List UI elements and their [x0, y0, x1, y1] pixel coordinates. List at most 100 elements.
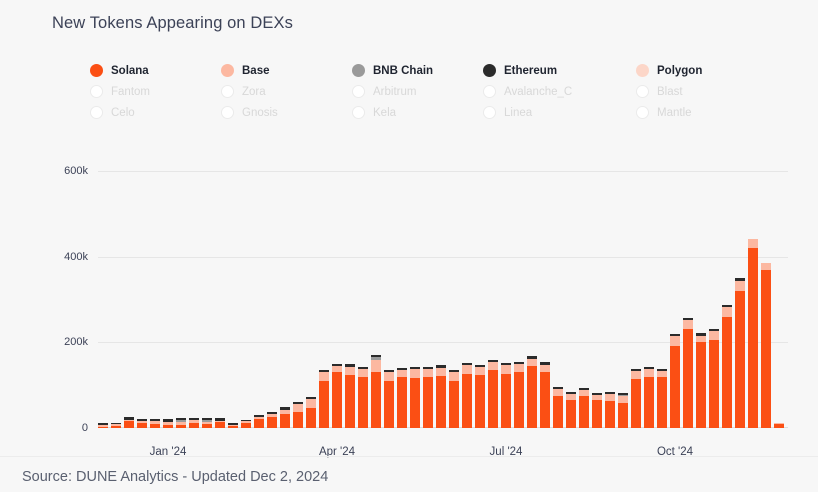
bar-segment [358, 367, 368, 370]
bar-column[interactable] [514, 361, 524, 428]
bar-column[interactable] [410, 367, 420, 428]
bar-column[interactable] [761, 262, 771, 428]
bar-column[interactable] [306, 396, 316, 428]
bar-segment [176, 418, 186, 421]
bar-column[interactable] [98, 423, 108, 428]
legend-item-solana[interactable]: Solana [90, 64, 221, 77]
bar-segment [462, 374, 472, 428]
bar-column[interactable] [267, 412, 277, 428]
bar-column[interactable] [683, 317, 693, 428]
bar-column[interactable] [709, 329, 719, 428]
bar-column[interactable] [241, 419, 251, 428]
bar-column[interactable] [592, 392, 602, 428]
bar-column[interactable] [150, 418, 160, 428]
bar-column[interactable] [475, 365, 485, 428]
bar-segment [566, 392, 576, 395]
y-axis-tick-label: 200k [64, 336, 88, 349]
bar-column[interactable] [644, 367, 654, 428]
bar-segment [566, 394, 576, 400]
bar-segment [280, 409, 290, 414]
bar-column[interactable] [566, 392, 576, 428]
bar-column[interactable] [319, 369, 329, 428]
footer-divider [0, 456, 818, 457]
gridline [98, 256, 788, 258]
legend-item-arbitrum[interactable]: Arbitrum [352, 85, 483, 98]
bar-column[interactable] [163, 419, 173, 428]
bar-segment [657, 377, 667, 428]
bar-column[interactable] [553, 386, 563, 428]
bar-segment [462, 365, 472, 375]
bar-column[interactable] [124, 417, 134, 428]
bar-segment [137, 419, 147, 422]
legend-item-mantle[interactable]: Mantle [636, 106, 786, 119]
legend-item-fantom[interactable]: Fantom [90, 85, 221, 98]
bar-column[interactable] [215, 418, 225, 428]
bar-segment [150, 418, 160, 421]
bar-column[interactable] [657, 369, 667, 428]
bar-column[interactable] [332, 363, 342, 428]
bar-segment [696, 342, 706, 428]
legend-item-gnosis[interactable]: Gnosis [221, 106, 352, 119]
bar-segment [293, 411, 303, 428]
y-axis-tick-label: 0 [81, 422, 88, 434]
bar-column[interactable] [228, 423, 238, 428]
legend-item-linea[interactable]: Linea [483, 106, 636, 119]
bar-column[interactable] [176, 418, 186, 428]
legend-item-label: Solana [111, 64, 149, 77]
bar-column[interactable] [618, 393, 628, 428]
bar-column[interactable] [462, 362, 472, 428]
bar-column[interactable] [371, 355, 381, 428]
bar-column[interactable] [722, 304, 732, 428]
bar-column[interactable] [501, 362, 511, 428]
bar-column[interactable] [358, 367, 368, 428]
bar-column[interactable] [631, 368, 641, 428]
bar-segment [709, 331, 719, 340]
bar-column[interactable] [579, 388, 589, 428]
bar-column[interactable] [540, 362, 550, 428]
bar-column[interactable] [436, 365, 446, 428]
bar-segment [358, 377, 368, 428]
bar-segment [111, 425, 121, 428]
legend-item-celo[interactable]: Celo [90, 106, 221, 119]
bar-segment [436, 367, 446, 377]
bar-column[interactable] [696, 333, 706, 428]
legend-item-ethereum[interactable]: Ethereum [483, 64, 636, 77]
bar-column[interactable] [254, 415, 264, 428]
legend-item-kela[interactable]: Kela [352, 106, 483, 119]
legend-item-zora[interactable]: Zora [221, 85, 352, 98]
legend-swatch-icon [352, 106, 365, 119]
bar-column[interactable] [189, 418, 199, 428]
bar-segment [631, 371, 641, 379]
legend-item-avalanche-c[interactable]: Avalanche_C [483, 85, 636, 98]
bar-column[interactable] [397, 368, 407, 428]
bar-column[interactable] [449, 369, 459, 428]
bar-segment [644, 367, 654, 370]
bar-column[interactable] [293, 402, 303, 428]
bar-segment [449, 371, 459, 382]
bar-segment [163, 422, 173, 426]
bar-column[interactable] [280, 407, 290, 428]
legend-item-base[interactable]: Base [221, 64, 352, 77]
legend-swatch-icon [483, 106, 496, 119]
legend-item-label: BNB Chain [373, 64, 434, 77]
bar-column[interactable] [605, 392, 615, 428]
bar-column[interactable] [384, 370, 394, 428]
legend-item-bnb-chain[interactable]: BNB Chain [352, 64, 483, 77]
bar-segment [215, 418, 225, 421]
legend-item-label: Arbitrum [373, 85, 417, 98]
legend-item-blast[interactable]: Blast [636, 85, 786, 98]
bar-column[interactable] [774, 422, 784, 428]
bar-column[interactable] [202, 417, 212, 428]
bar-column[interactable] [735, 278, 745, 428]
bar-column[interactable] [423, 366, 433, 428]
bar-column[interactable] [111, 422, 121, 428]
bar-column[interactable] [670, 333, 680, 428]
bar-column[interactable] [137, 419, 147, 428]
bar-segment [579, 388, 589, 390]
bar-column[interactable] [488, 359, 498, 428]
bar-column[interactable] [527, 356, 537, 428]
bar-segment [501, 365, 511, 375]
legend-item-polygon[interactable]: Polygon [636, 64, 786, 77]
bar-column[interactable] [345, 364, 355, 428]
bar-column[interactable] [748, 238, 758, 428]
